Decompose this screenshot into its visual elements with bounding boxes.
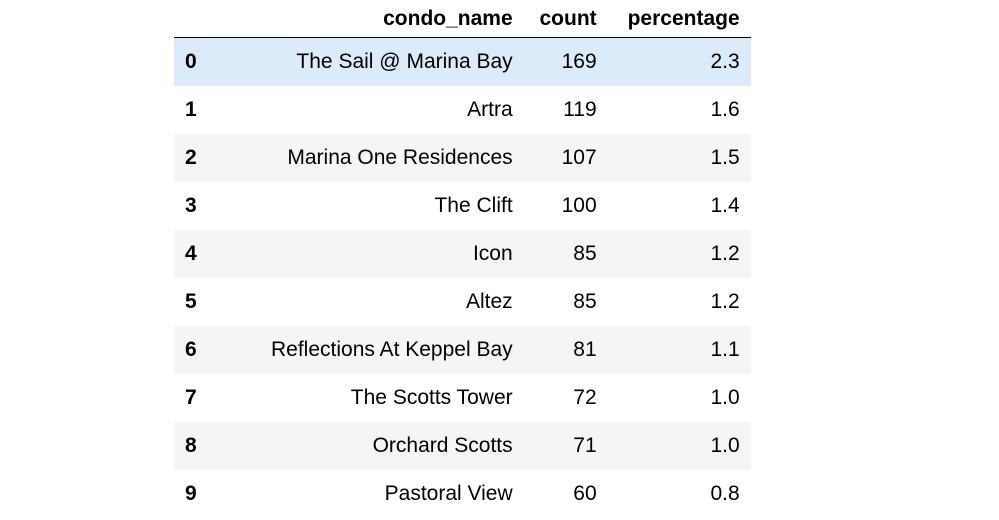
table-header: condo_name count percentage — [174, 0, 751, 38]
condo-name-cell: The Scotts Tower — [350, 386, 513, 409]
row-index: 8 — [185, 434, 197, 457]
count-cell: 81 — [573, 338, 597, 361]
percentage-cell: 1.0 — [710, 434, 740, 457]
table-row: 1 Artra 119 1.6 — [174, 86, 751, 134]
row-index: 4 — [185, 242, 197, 265]
row-index: 9 — [185, 482, 197, 505]
index-column-header — [174, 0, 260, 38]
row-index: 7 — [185, 386, 197, 409]
condo-name-cell: The Sail @ Marina Bay — [296, 50, 513, 73]
row-index: 3 — [185, 194, 197, 217]
percentage-cell: 1.2 — [710, 242, 740, 265]
table-row: 8 Orchard Scotts 71 1.0 — [174, 422, 751, 470]
count-cell: 85 — [573, 290, 597, 313]
condo-name-cell: Pastoral View — [384, 482, 513, 505]
condo-name-cell: Marina One Residences — [287, 146, 513, 169]
row-index: 2 — [185, 146, 197, 169]
count-cell: 60 — [573, 482, 597, 505]
count-cell: 119 — [563, 98, 597, 121]
percentage-cell: 1.6 — [710, 98, 740, 121]
condo-name-column-header: condo_name — [260, 0, 524, 38]
condo-name-cell: Altez — [465, 290, 513, 313]
dataframe-output: condo_name count percentage 0 The Sail @… — [174, 0, 751, 518]
percentage-cell: 1.2 — [710, 290, 740, 313]
count-cell: 169 — [561, 50, 597, 73]
percentage-cell: 2.3 — [710, 50, 740, 73]
count-column-header: count — [523, 0, 608, 38]
condo-name-cell: Reflections At Keppel Bay — [271, 338, 513, 361]
dataframe-table: condo_name count percentage 0 The Sail @… — [174, 0, 751, 518]
count-cell: 71 — [573, 434, 597, 457]
row-index: 5 — [185, 290, 197, 313]
header-row: condo_name count percentage — [174, 0, 751, 38]
percentage-cell: 1.4 — [710, 194, 740, 217]
percentage-cell: 0.8 — [710, 482, 740, 505]
table-row: 3 The Clift 100 1.4 — [174, 182, 751, 230]
count-cell: 85 — [573, 242, 597, 265]
row-index: 6 — [185, 338, 197, 361]
table-row: 5 Altez 85 1.2 — [174, 278, 751, 326]
table-body: 0 The Sail @ Marina Bay 169 2.3 1 Artra … — [174, 37, 751, 518]
row-index: 0 — [185, 50, 197, 73]
table-row: 6 Reflections At Keppel Bay 81 1.1 — [174, 326, 751, 374]
count-cell: 107 — [561, 146, 597, 169]
percentage-column-header: percentage — [607, 0, 751, 38]
percentage-cell: 1.5 — [710, 146, 740, 169]
condo-name-cell: Icon — [472, 242, 513, 265]
count-cell: 72 — [573, 386, 597, 409]
percentage-cell: 1.1 — [710, 338, 740, 361]
condo-name-cell: The Clift — [434, 194, 513, 217]
condo-name-cell: Artra — [467, 98, 513, 121]
condo-name-cell: Orchard Scotts — [372, 434, 513, 457]
table-row: 0 The Sail @ Marina Bay 169 2.3 — [174, 37, 751, 86]
table-row: 7 The Scotts Tower 72 1.0 — [174, 374, 751, 422]
table-row: 9 Pastoral View 60 0.8 — [174, 470, 751, 518]
percentage-cell: 1.0 — [710, 386, 740, 409]
table-row: 2 Marina One Residences 107 1.5 — [174, 134, 751, 182]
count-cell: 100 — [561, 194, 597, 217]
row-index: 1 — [185, 98, 197, 121]
table-row: 4 Icon 85 1.2 — [174, 230, 751, 278]
